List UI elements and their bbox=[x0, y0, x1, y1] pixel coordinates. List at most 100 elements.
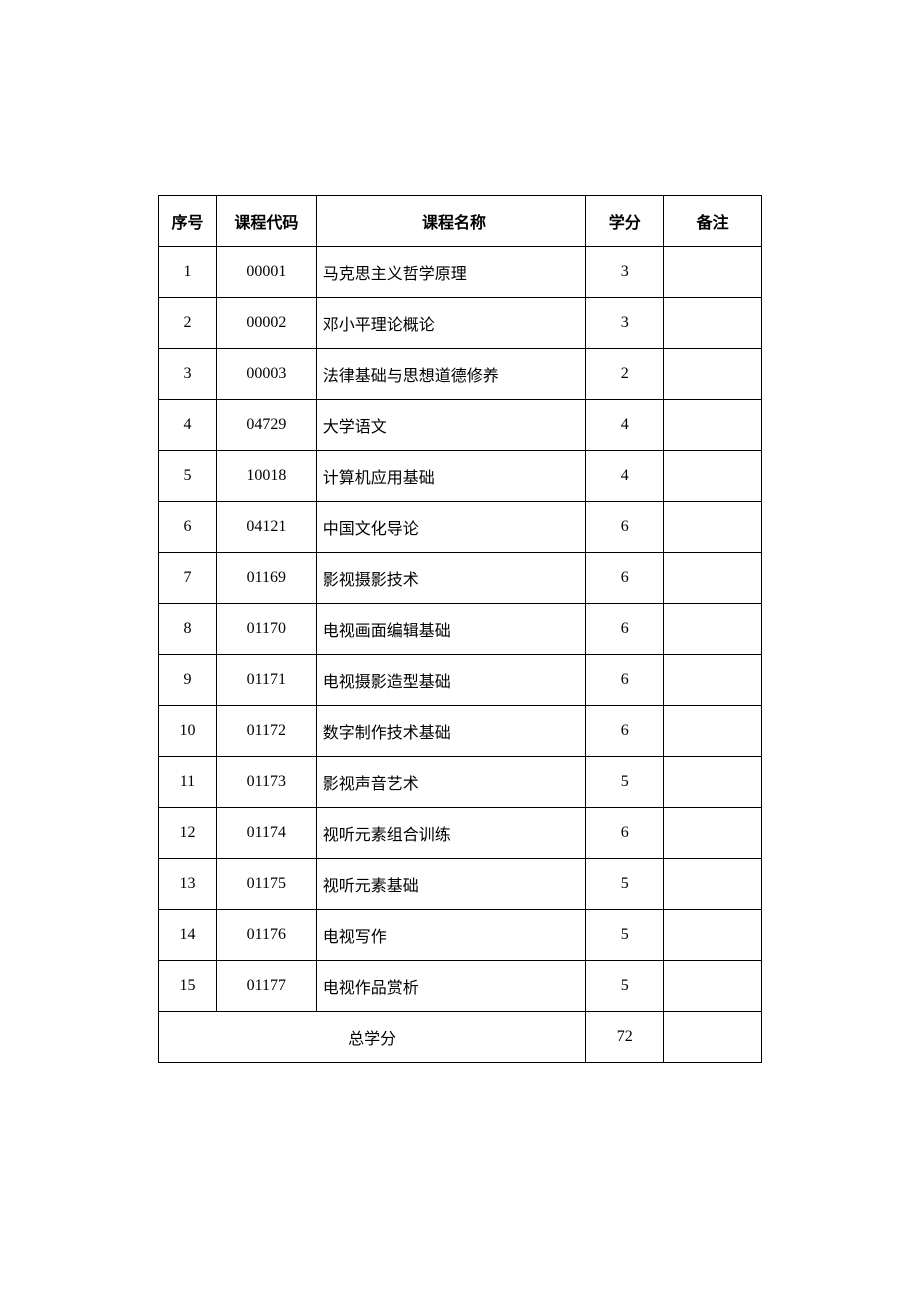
cell-note bbox=[664, 553, 762, 604]
table-row: 100001马克思主义哲学原理3 bbox=[159, 247, 762, 298]
total-value: 72 bbox=[586, 1012, 664, 1063]
cell-name: 电视画面编辑基础 bbox=[316, 604, 585, 655]
cell-seq: 4 bbox=[159, 400, 217, 451]
cell-code: 01176 bbox=[216, 910, 316, 961]
cell-code: 01173 bbox=[216, 757, 316, 808]
cell-name: 数字制作技术基础 bbox=[316, 706, 585, 757]
cell-name: 中国文化导论 bbox=[316, 502, 585, 553]
cell-note bbox=[664, 604, 762, 655]
cell-code: 01171 bbox=[216, 655, 316, 706]
table-total-row: 总学分72 bbox=[159, 1012, 762, 1063]
cell-credit: 5 bbox=[586, 910, 664, 961]
cell-seq: 5 bbox=[159, 451, 217, 502]
cell-credit: 2 bbox=[586, 349, 664, 400]
table-row: 404729大学语文4 bbox=[159, 400, 762, 451]
cell-note bbox=[664, 757, 762, 808]
table-row: 1401176电视写作5 bbox=[159, 910, 762, 961]
cell-name: 电视摄影造型基础 bbox=[316, 655, 585, 706]
table-row: 701169影视摄影技术6 bbox=[159, 553, 762, 604]
cell-credit: 5 bbox=[586, 859, 664, 910]
total-note bbox=[664, 1012, 762, 1063]
cell-note bbox=[664, 859, 762, 910]
cell-seq: 10 bbox=[159, 706, 217, 757]
cell-note bbox=[664, 655, 762, 706]
cell-credit: 6 bbox=[586, 604, 664, 655]
cell-seq: 1 bbox=[159, 247, 217, 298]
cell-code: 00003 bbox=[216, 349, 316, 400]
cell-seq: 14 bbox=[159, 910, 217, 961]
cell-name: 电视作品赏析 bbox=[316, 961, 585, 1012]
header-note: 备注 bbox=[664, 196, 762, 247]
cell-note bbox=[664, 349, 762, 400]
cell-credit: 4 bbox=[586, 400, 664, 451]
cell-seq: 6 bbox=[159, 502, 217, 553]
table-row: 1501177电视作品赏析5 bbox=[159, 961, 762, 1012]
cell-code: 00002 bbox=[216, 298, 316, 349]
cell-seq: 3 bbox=[159, 349, 217, 400]
table-row: 1301175视听元素基础5 bbox=[159, 859, 762, 910]
cell-credit: 5 bbox=[586, 757, 664, 808]
table-row: 901171电视摄影造型基础6 bbox=[159, 655, 762, 706]
cell-credit: 6 bbox=[586, 553, 664, 604]
cell-code: 01170 bbox=[216, 604, 316, 655]
cell-seq: 12 bbox=[159, 808, 217, 859]
cell-credit: 6 bbox=[586, 808, 664, 859]
cell-credit: 6 bbox=[586, 502, 664, 553]
cell-seq: 8 bbox=[159, 604, 217, 655]
cell-code: 01174 bbox=[216, 808, 316, 859]
cell-name: 电视写作 bbox=[316, 910, 585, 961]
cell-seq: 7 bbox=[159, 553, 217, 604]
header-name: 课程名称 bbox=[316, 196, 585, 247]
header-code: 课程代码 bbox=[216, 196, 316, 247]
cell-credit: 3 bbox=[586, 247, 664, 298]
cell-seq: 13 bbox=[159, 859, 217, 910]
table-row: 604121中国文化导论6 bbox=[159, 502, 762, 553]
cell-seq: 15 bbox=[159, 961, 217, 1012]
cell-credit: 3 bbox=[586, 298, 664, 349]
cell-code: 01169 bbox=[216, 553, 316, 604]
cell-note bbox=[664, 247, 762, 298]
table-header-row: 序号 课程代码 课程名称 学分 备注 bbox=[159, 196, 762, 247]
cell-note bbox=[664, 451, 762, 502]
cell-note bbox=[664, 961, 762, 1012]
table-row: 1001172数字制作技术基础6 bbox=[159, 706, 762, 757]
table-row: 300003法律基础与思想道德修养2 bbox=[159, 349, 762, 400]
cell-note bbox=[664, 808, 762, 859]
cell-name: 邓小平理论概论 bbox=[316, 298, 585, 349]
cell-code: 10018 bbox=[216, 451, 316, 502]
cell-credit: 4 bbox=[586, 451, 664, 502]
cell-note bbox=[664, 400, 762, 451]
cell-name: 法律基础与思想道德修养 bbox=[316, 349, 585, 400]
table-row: 1201174视听元素组合训练6 bbox=[159, 808, 762, 859]
table-row: 200002邓小平理论概论3 bbox=[159, 298, 762, 349]
cell-name: 影视声音艺术 bbox=[316, 757, 585, 808]
table-row: 1101173影视声音艺术5 bbox=[159, 757, 762, 808]
header-credit: 学分 bbox=[586, 196, 664, 247]
course-table: 序号 课程代码 课程名称 学分 备注 100001马克思主义哲学原理320000… bbox=[158, 195, 762, 1063]
table-row: 510018计算机应用基础4 bbox=[159, 451, 762, 502]
cell-credit: 6 bbox=[586, 706, 664, 757]
cell-seq: 2 bbox=[159, 298, 217, 349]
cell-credit: 5 bbox=[586, 961, 664, 1012]
cell-seq: 9 bbox=[159, 655, 217, 706]
cell-name: 影视摄影技术 bbox=[316, 553, 585, 604]
cell-name: 马克思主义哲学原理 bbox=[316, 247, 585, 298]
cell-note bbox=[664, 502, 762, 553]
header-seq: 序号 bbox=[159, 196, 217, 247]
cell-code: 01175 bbox=[216, 859, 316, 910]
cell-note bbox=[664, 910, 762, 961]
cell-code: 04121 bbox=[216, 502, 316, 553]
cell-seq: 11 bbox=[159, 757, 217, 808]
cell-code: 01177 bbox=[216, 961, 316, 1012]
cell-name: 计算机应用基础 bbox=[316, 451, 585, 502]
cell-code: 04729 bbox=[216, 400, 316, 451]
total-label: 总学分 bbox=[159, 1012, 586, 1063]
table-row: 801170电视画面编辑基础6 bbox=[159, 604, 762, 655]
cell-code: 00001 bbox=[216, 247, 316, 298]
cell-note bbox=[664, 706, 762, 757]
cell-name: 大学语文 bbox=[316, 400, 585, 451]
cell-note bbox=[664, 298, 762, 349]
cell-name: 视听元素组合训练 bbox=[316, 808, 585, 859]
cell-credit: 6 bbox=[586, 655, 664, 706]
table-body: 100001马克思主义哲学原理3200002邓小平理论概论3300003法律基础… bbox=[159, 247, 762, 1063]
